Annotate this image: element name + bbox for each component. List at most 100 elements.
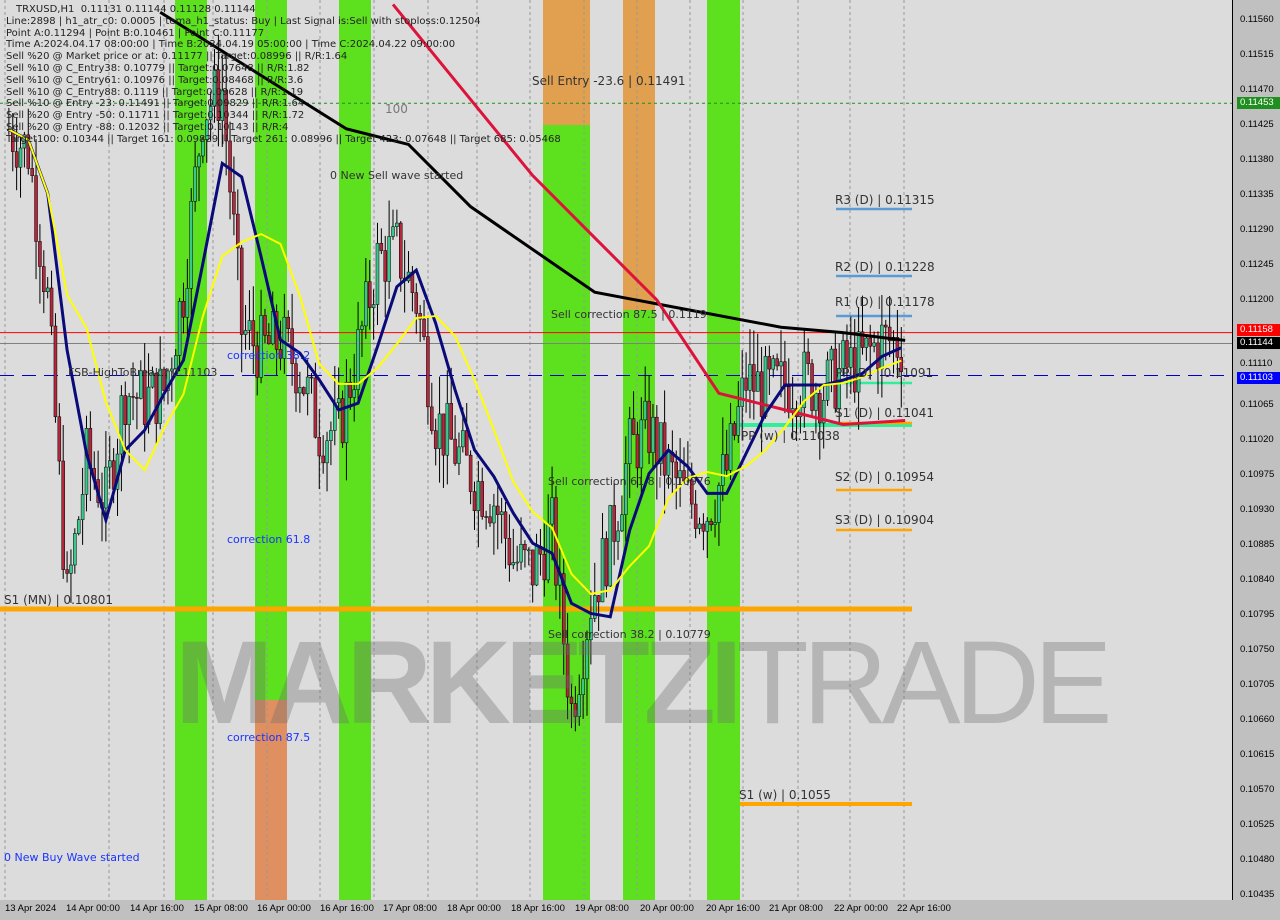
candle-body bbox=[286, 316, 290, 329]
candle-body bbox=[860, 331, 865, 348]
signal-line bbox=[8, 128, 902, 596]
candle-body bbox=[224, 89, 228, 142]
x-tick-label: 18 Apr 00:00 bbox=[447, 903, 501, 914]
candle-body bbox=[561, 573, 566, 645]
candle-body bbox=[511, 562, 516, 566]
candle-body bbox=[375, 243, 380, 305]
candle-body bbox=[697, 523, 702, 529]
candle-body bbox=[26, 134, 31, 169]
x-tick-label: 16 Apr 16:00 bbox=[320, 903, 374, 914]
candle-body bbox=[197, 155, 201, 168]
candle-body bbox=[818, 393, 822, 424]
fsb-label: FSB-HighToBreak | 0.11103 bbox=[68, 366, 218, 379]
candle-body bbox=[752, 364, 756, 392]
r1-d-label: R1 (D) | 0.11178 bbox=[835, 295, 935, 309]
y-tick-label: 0.11200 bbox=[1240, 294, 1274, 305]
candle-body bbox=[845, 340, 849, 368]
candle-body bbox=[173, 355, 178, 370]
candle-body bbox=[154, 372, 159, 424]
candle-body bbox=[624, 463, 628, 515]
candle-body bbox=[499, 511, 504, 515]
candle-body bbox=[627, 418, 632, 464]
candle-body bbox=[693, 503, 698, 529]
x-tick-label: 16 Apr 00:00 bbox=[257, 903, 311, 914]
s2-d-label: S2 (D) | 0.10954 bbox=[835, 470, 934, 484]
candle-body bbox=[267, 335, 271, 345]
candle-body bbox=[298, 387, 302, 394]
x-tick-label: 22 Apr 00:00 bbox=[834, 903, 888, 914]
ma-long-line bbox=[159, 10, 906, 342]
y-tick-label: 0.10975 bbox=[1240, 469, 1275, 480]
candle-body bbox=[76, 519, 81, 534]
candle-body bbox=[759, 371, 764, 417]
candle-body bbox=[387, 236, 391, 282]
y-tick-label: 0.11515 bbox=[1240, 49, 1274, 60]
candle-body bbox=[530, 549, 535, 586]
candle-body bbox=[395, 222, 399, 228]
candle-body bbox=[577, 694, 581, 717]
candle-body bbox=[437, 413, 442, 449]
new-buy-wave-label: 0 New Buy Wave started bbox=[4, 851, 140, 864]
s1-mn-label: S1 (MN) | 0.10801 bbox=[4, 593, 114, 607]
signal-zone bbox=[543, 125, 590, 900]
candle-body bbox=[255, 345, 259, 378]
candle-body bbox=[321, 455, 325, 464]
candle-body bbox=[414, 292, 419, 314]
candle-body bbox=[573, 703, 578, 717]
candle-body bbox=[457, 446, 461, 464]
candle-body bbox=[884, 324, 888, 328]
candle-body bbox=[476, 481, 481, 511]
candle-body bbox=[534, 545, 539, 586]
candle-body bbox=[453, 438, 457, 464]
x-tick-label: 17 Apr 08:00 bbox=[383, 903, 437, 914]
candle-body bbox=[69, 564, 73, 574]
candle-body bbox=[639, 419, 644, 469]
candle-body bbox=[189, 201, 193, 289]
candle-body bbox=[61, 460, 65, 570]
y-tick-label: 0.11110 bbox=[1240, 358, 1273, 369]
candle-body bbox=[484, 516, 488, 518]
candle-body bbox=[705, 520, 710, 532]
candle-body bbox=[352, 389, 356, 398]
candle-body bbox=[14, 151, 19, 168]
candle-body bbox=[849, 347, 853, 368]
candle-body bbox=[135, 397, 139, 399]
candle-body bbox=[42, 266, 46, 292]
candle-body bbox=[821, 400, 826, 424]
s1-w-label: S1 (w) | 0.1055 bbox=[739, 788, 831, 802]
candle-body bbox=[177, 301, 182, 356]
candle-body bbox=[662, 422, 667, 476]
chart-area[interactable] bbox=[0, 0, 1233, 900]
candle-body bbox=[123, 395, 128, 425]
new-sell-wave-label: 0 New Sell wave started bbox=[330, 169, 464, 182]
candle-body bbox=[356, 329, 360, 390]
candle-body bbox=[604, 538, 609, 587]
x-tick-label: 19 Apr 08:00 bbox=[575, 903, 629, 914]
candle-body bbox=[643, 400, 647, 421]
candle-body bbox=[678, 470, 682, 479]
candle-body bbox=[445, 403, 450, 456]
candle-body bbox=[232, 191, 236, 215]
x-tick-label: 20 Apr 00:00 bbox=[640, 903, 694, 914]
candle-body bbox=[565, 643, 570, 698]
candle-body bbox=[309, 376, 314, 379]
chart-canvas[interactable] bbox=[0, 0, 1232, 900]
x-tick-label: 22 Apr 16:00 bbox=[897, 903, 951, 914]
sell-correction-382-label: Sell correction 38.2 | 0.10779 bbox=[548, 628, 711, 641]
candle-body bbox=[635, 434, 640, 469]
candle-body bbox=[507, 538, 512, 566]
candle-body bbox=[371, 304, 376, 308]
candle-body bbox=[744, 377, 748, 391]
info-line: Sell %10 @ Entry -23: 0.11491 || Target:… bbox=[6, 98, 305, 110]
candle-body bbox=[80, 494, 85, 520]
candle-body bbox=[542, 553, 547, 581]
candle-body bbox=[399, 222, 403, 279]
s3-d-label: S3 (D) | 0.10904 bbox=[835, 513, 934, 527]
signal-zone bbox=[707, 0, 740, 900]
candle-body bbox=[480, 481, 484, 517]
candle-body bbox=[550, 497, 554, 525]
candle-body bbox=[236, 213, 240, 249]
sell-correction-618-label: Sell correction 61.8 | 0.10976 bbox=[548, 475, 711, 488]
candle-body bbox=[336, 398, 341, 404]
ma-mid-line bbox=[391, 3, 906, 426]
